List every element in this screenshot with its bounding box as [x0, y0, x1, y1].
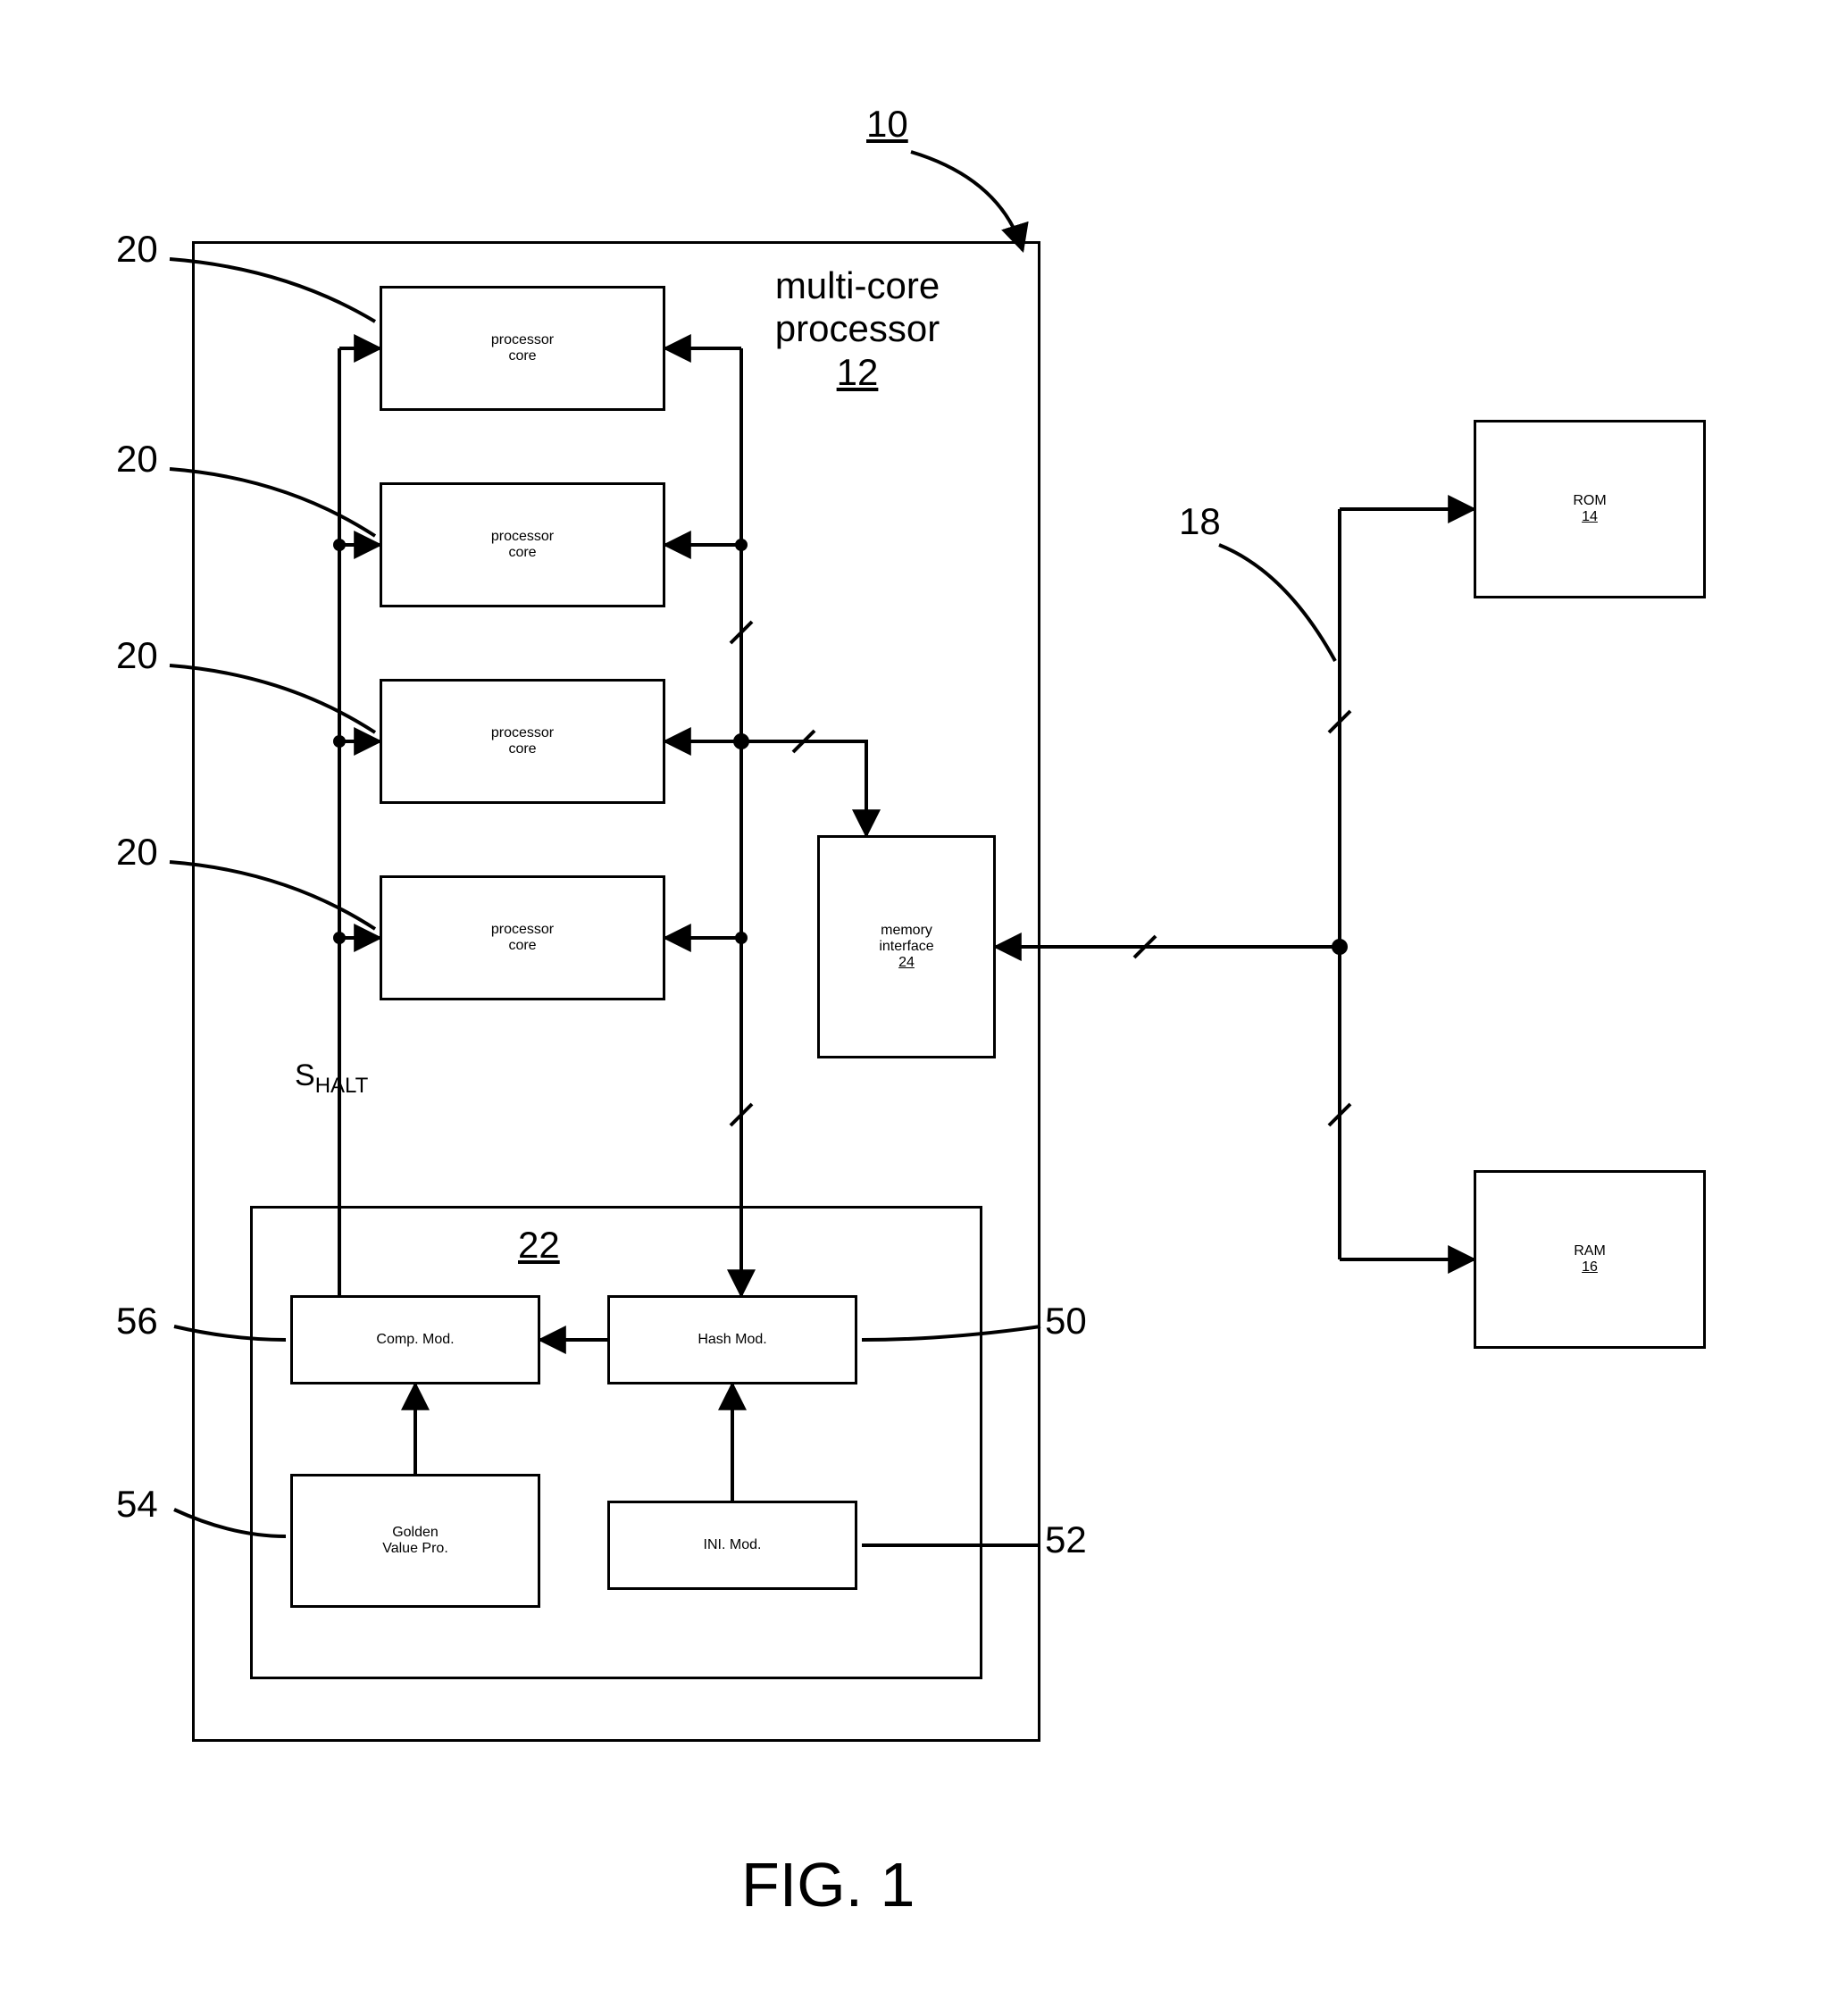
- memif-l2: interface: [879, 939, 933, 955]
- hash-mod-label: Hash Mod.: [698, 1332, 766, 1348]
- processor-ref: 12: [837, 351, 879, 393]
- core2-l2: core: [508, 741, 536, 757]
- ram-label: RAM: [1574, 1243, 1606, 1259]
- processor-label-line1: multi-core: [775, 264, 940, 306]
- golden-l2: Value Pro.: [382, 1541, 448, 1557]
- memif-l1: memory: [881, 923, 932, 939]
- core-ref-0: 20: [116, 228, 158, 271]
- processor-label: multi-core processor 12: [714, 264, 1000, 394]
- ref-18: 18: [1179, 500, 1221, 543]
- core-ref-2: 20: [116, 634, 158, 677]
- comp-mod-label: Comp. Mod.: [376, 1332, 454, 1348]
- golden-l1: Golden: [392, 1525, 439, 1541]
- ref-54: 54: [116, 1483, 158, 1526]
- processor-core-1: processor core: [380, 482, 665, 607]
- halt-sub: HALT: [315, 1074, 369, 1098]
- ref-52: 52: [1045, 1518, 1087, 1561]
- core-ref-1: 20: [116, 438, 158, 481]
- ram-ref: 16: [1582, 1259, 1598, 1276]
- rom-ref: 14: [1582, 509, 1598, 525]
- ini-mod-box: INI. Mod.: [607, 1501, 857, 1590]
- core-ref-3: 20: [116, 831, 158, 874]
- s-halt-label: SHALT: [295, 1058, 368, 1099]
- core0-l2: core: [508, 348, 536, 364]
- core3-l2: core: [508, 938, 536, 954]
- core3-l1: processor: [491, 922, 554, 938]
- golden-value-box: Golden Value Pro.: [290, 1474, 540, 1608]
- ref-56: 56: [116, 1300, 158, 1343]
- inner-block-ref: 22: [518, 1224, 560, 1267]
- memory-interface-box: memory interface 24: [817, 835, 996, 1058]
- core1-l1: processor: [491, 529, 554, 545]
- core1-l2: core: [508, 545, 536, 561]
- halt-s: S: [295, 1058, 315, 1092]
- diagram-canvas: 10 multi-core processor 12 processor cor…: [0, 0, 1838, 2016]
- rom-box: ROM 14: [1474, 420, 1706, 598]
- figure-caption: FIG. 1: [741, 1849, 915, 1920]
- ref-10: 10: [866, 103, 908, 146]
- processor-core-3: processor core: [380, 875, 665, 1000]
- processor-label-line2: processor: [775, 307, 940, 349]
- ini-mod-label: INI. Mod.: [704, 1537, 762, 1553]
- processor-core-2: processor core: [380, 679, 665, 804]
- core2-l1: processor: [491, 725, 554, 741]
- core0-l1: processor: [491, 332, 554, 348]
- processor-core-0: processor core: [380, 286, 665, 411]
- ref-50: 50: [1045, 1300, 1087, 1343]
- ram-box: RAM 16: [1474, 1170, 1706, 1349]
- hash-mod-box: Hash Mod.: [607, 1295, 857, 1384]
- rom-label: ROM: [1573, 493, 1606, 509]
- memif-ref: 24: [898, 955, 915, 971]
- inner-block-22: [250, 1206, 982, 1679]
- comp-mod-box: Comp. Mod.: [290, 1295, 540, 1384]
